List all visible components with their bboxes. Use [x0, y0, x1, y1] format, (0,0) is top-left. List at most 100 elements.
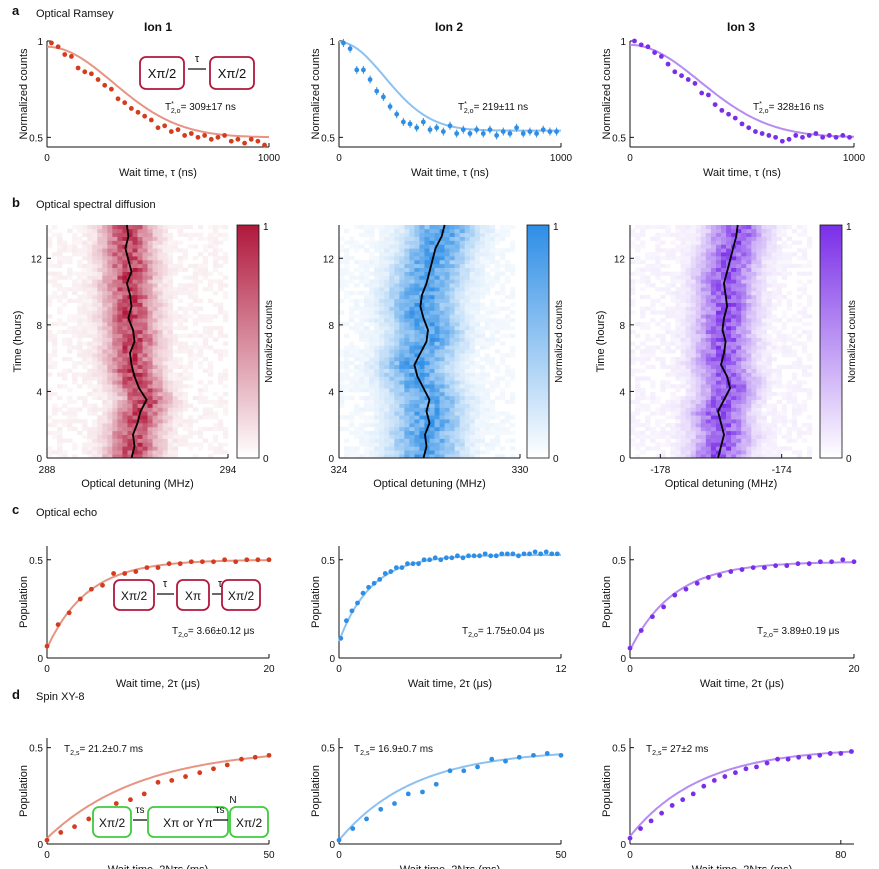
- heatmap-cell: [404, 353, 410, 358]
- heatmap-cell: [102, 419, 108, 424]
- heatmap-cell: [655, 419, 661, 424]
- heatmap-cell: [715, 275, 722, 280]
- heatmap-cell: [122, 306, 128, 311]
- heatmap-cell: [349, 430, 355, 435]
- heatmap-cell: [685, 415, 691, 420]
- heatmap-cell: [454, 314, 460, 319]
- heatmap-cell: [766, 395, 772, 401]
- heatmap-cell: [645, 275, 651, 280]
- heatmap-cell: [439, 430, 445, 435]
- heatmap-cell: [112, 279, 118, 284]
- heatmap-cell: [152, 411, 158, 416]
- heatmap-cell: [364, 399, 370, 404]
- heatmap-cell: [454, 426, 460, 432]
- heatmap-cell: [369, 306, 375, 311]
- heatmap-cell: [207, 372, 214, 377]
- heatmap-cell: [459, 232, 465, 237]
- heatmap-cell: [454, 434, 460, 439]
- heatmap-cell: [52, 225, 58, 230]
- heatmap-cell: [354, 434, 360, 439]
- heatmap-cell: [736, 345, 742, 350]
- heatmap-cell: [700, 314, 707, 319]
- heatmap-cell: [469, 423, 476, 428]
- heatmap-cell: [344, 353, 350, 358]
- heatmap-cell: [484, 426, 491, 432]
- heatmap-cell: [756, 384, 762, 389]
- heatmap-cell: [710, 407, 717, 412]
- heatmap-cell: [464, 333, 471, 338]
- heatmap-cell: [670, 349, 676, 354]
- heatmap-cell: [182, 225, 189, 230]
- heatmap-cell: [339, 360, 345, 366]
- heatmap-cell: [454, 442, 460, 447]
- heatmap-cell: [87, 430, 93, 435]
- heatmap-cell: [700, 380, 707, 385]
- heatmap-cell: [122, 259, 128, 265]
- heatmap-cell: [434, 248, 440, 253]
- heatmap-cell: [424, 454, 430, 459]
- heatmap-cell: [464, 403, 471, 408]
- heatmap-cell: [57, 318, 63, 323]
- heatmap-cell: [112, 306, 118, 311]
- heatmap-cell: [374, 294, 380, 300]
- heatmap-cell: [157, 411, 163, 416]
- heatmap-cell: [494, 415, 501, 420]
- heatmap-cell: [771, 450, 777, 455]
- heatmap-cell: [680, 384, 686, 389]
- heatmap-cell: [489, 341, 496, 346]
- heatmap-cell: [726, 318, 732, 323]
- heatmap-cell: [756, 291, 762, 296]
- heatmap-cell: [172, 380, 179, 385]
- heatmap-cell: [700, 384, 707, 389]
- heatmap-cell: [736, 430, 742, 435]
- heatmap-cell: [670, 357, 676, 362]
- heatmap-cell: [741, 388, 747, 393]
- heatmap-cell: [77, 329, 83, 335]
- heatmap-cell: [72, 248, 78, 253]
- heatmap-cell: [771, 391, 777, 397]
- heatmap-cell: [339, 384, 345, 389]
- heatmap-cell: [640, 279, 646, 284]
- heatmap-cell: [147, 399, 153, 404]
- heatmap-cell: [675, 450, 681, 455]
- heatmap-cell: [157, 267, 163, 272]
- heatmap-cell: [700, 349, 707, 354]
- heatmap-cell: [167, 283, 173, 288]
- heatmap-cell: [449, 248, 455, 253]
- heatmap-cell: [197, 415, 204, 420]
- heatmap-cell: [434, 271, 440, 276]
- heatmap-cell: [384, 236, 390, 241]
- heatmap-cell: [635, 434, 641, 439]
- heatmap-cell: [107, 454, 113, 459]
- heatmap-cell: [47, 430, 53, 435]
- heatmap-cell: [217, 329, 224, 335]
- heatmap-cell: [771, 403, 777, 408]
- heatmap-cell: [484, 275, 491, 280]
- heatmap-cell: [685, 403, 691, 408]
- heatmap-cell: [359, 349, 365, 354]
- heatmap-cell: [167, 450, 173, 455]
- heatmap-cell: [414, 310, 420, 315]
- heatmap-cell: [122, 256, 128, 261]
- heatmap-cell: [429, 225, 435, 230]
- heatmap-cell: [349, 376, 355, 381]
- heatmap-cell: [484, 244, 491, 249]
- heatmap-cell: [152, 244, 158, 249]
- heatmap-cell: [127, 368, 133, 373]
- heatmap-cell: [162, 403, 168, 408]
- heatmap-cell: [142, 364, 148, 369]
- heatmap-cell: [680, 426, 686, 432]
- heatmap-cell: [359, 438, 365, 443]
- heatmap-cell: [746, 345, 752, 350]
- heatmap-cell: [167, 236, 173, 241]
- heatmap-cell: [700, 357, 707, 362]
- heatmap-cell: [419, 287, 425, 292]
- heatmap-cell: [424, 287, 430, 292]
- heatmap-cell: [92, 240, 98, 245]
- heatmap-cell: [87, 391, 93, 397]
- heatmap-cell: [87, 256, 93, 261]
- heatmap-cell: [167, 225, 173, 230]
- heatmap-cell: [122, 287, 128, 292]
- heatmap-cell: [670, 446, 676, 451]
- heatmap-cell: [751, 407, 757, 412]
